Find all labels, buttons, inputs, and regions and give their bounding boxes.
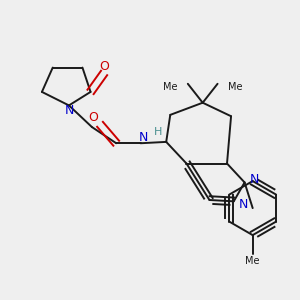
Text: Me: Me (245, 256, 260, 266)
Text: O: O (88, 111, 98, 124)
Text: Me: Me (163, 82, 177, 92)
Text: N: N (249, 173, 259, 186)
Text: Me: Me (228, 82, 243, 92)
Text: N: N (238, 197, 248, 211)
Text: O: O (99, 60, 109, 73)
Text: N: N (64, 104, 74, 117)
Text: N: N (139, 131, 148, 144)
Text: H: H (154, 128, 162, 137)
